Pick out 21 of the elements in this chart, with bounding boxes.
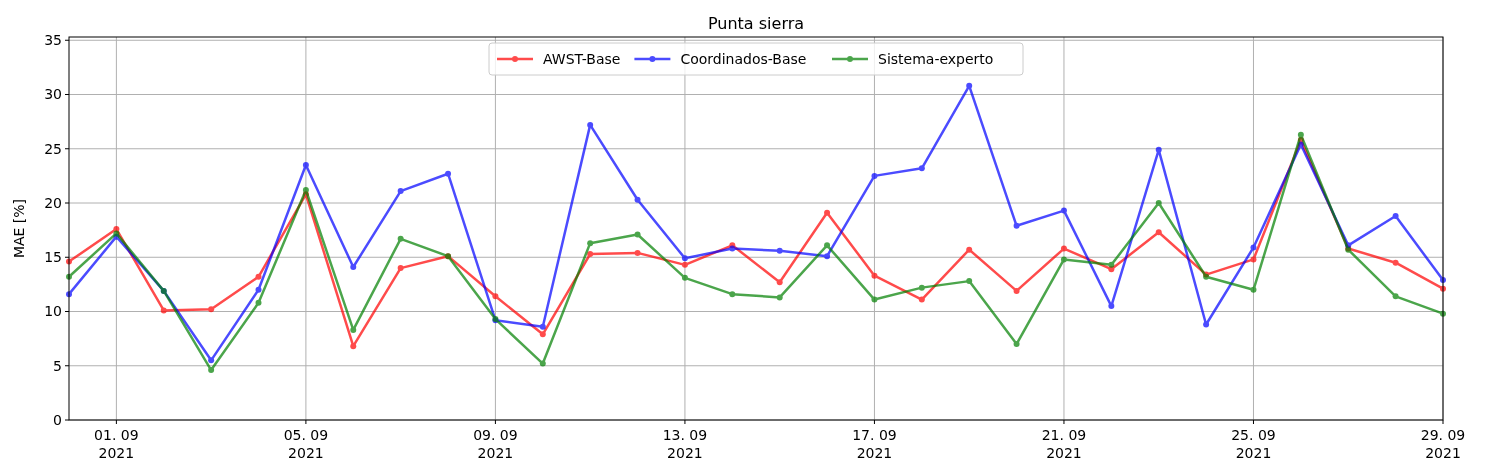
legend-label: Sistema-experto	[878, 50, 994, 67]
legend-label: Coordinados-Base	[680, 50, 807, 67]
y-axis-title: MAE [%]	[11, 198, 27, 259]
x-tick-label: 05. 09 2021	[283, 427, 329, 461]
x-tick-label: 25. 09 2021	[1231, 427, 1276, 461]
y-tick-label: 35	[44, 32, 62, 49]
x-tick-label: 17. 09 2021	[852, 427, 897, 461]
y-tick-label: 15	[44, 249, 62, 266]
chart-title: Punta sierra	[707, 14, 805, 33]
y-tick-label: 0	[53, 411, 62, 428]
y-tick-label: 30	[44, 86, 62, 103]
legend-label: AWST-Base	[543, 50, 621, 67]
x-tick-label: 29. 09 2021	[1420, 427, 1466, 461]
y-tick-label: 5	[53, 357, 62, 374]
x-tick-label: 13. 09 2021	[662, 427, 708, 461]
x-tick-label: 21. 09 2021	[1041, 427, 1087, 461]
y-tick-label: 20	[44, 194, 62, 211]
x-tick-label: 09. 09 2021	[473, 427, 518, 461]
x-tick-label: 01. 09 2021	[94, 427, 139, 461]
y-tick-label: 25	[44, 140, 62, 157]
y-tick-label: 10	[44, 303, 62, 320]
